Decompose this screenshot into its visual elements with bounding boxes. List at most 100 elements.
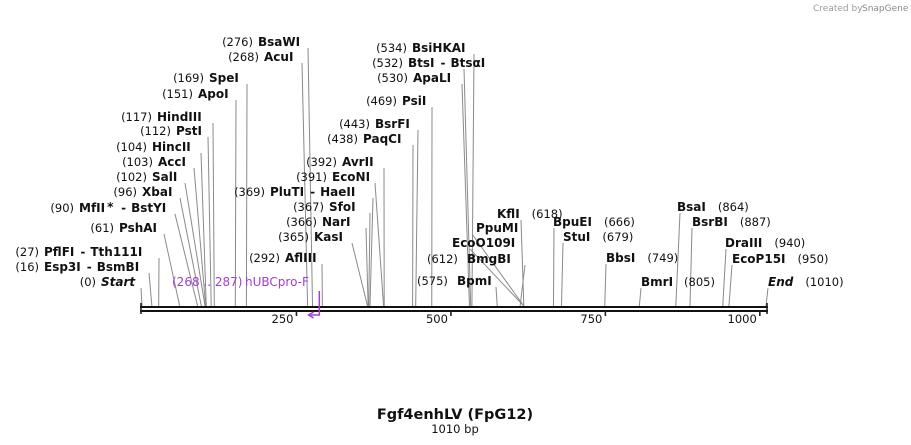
site-name: BpuEI	[553, 215, 592, 229]
site-kasi[interactable]: KasI (365)	[278, 230, 343, 244]
site-spei[interactable]: SpeI (169)	[173, 71, 239, 85]
site-avrii[interactable]: AvrII (392)	[306, 155, 373, 169]
leader-line-bpmi	[495, 286, 498, 307]
site-bsrfi[interactable]: BsrFI (443)	[339, 117, 410, 131]
site-apoi[interactable]: ApoI (151)	[162, 87, 229, 101]
site-bpmi[interactable]: BpmI (575)	[417, 274, 492, 288]
site-start[interactable]: Start (0)	[80, 275, 137, 289]
site-psti[interactable]: PstI (112)	[140, 124, 202, 138]
site-position: (534)	[376, 41, 407, 55]
site-psii[interactable]: PsiI (469)	[366, 94, 426, 108]
leader-line-btsi	[463, 68, 472, 307]
site-position: (369)	[234, 185, 265, 199]
site-btsi[interactable]: BtsI (532) - BtsαI	[372, 56, 485, 70]
leader-line-pshai	[163, 233, 181, 307]
site-ecop15i[interactable]: EcoP15I (950)	[732, 252, 828, 266]
site-position: (103)	[122, 155, 153, 169]
site-nari[interactable]: NarI (366)	[286, 215, 350, 229]
site-stui[interactable]: StuI (679)	[563, 230, 633, 244]
site-alt-name: HaeII	[320, 185, 355, 199]
site-name: BtsI	[408, 56, 435, 70]
site-position: (864)	[718, 200, 749, 214]
site-position: (666)	[604, 215, 635, 229]
site-name: BsaWI	[258, 35, 300, 49]
site-kfli[interactable]: KflI (618)	[497, 207, 563, 221]
leader-line-start	[140, 287, 143, 307]
site-name: BsrBI	[692, 215, 728, 229]
leader-line-apali	[461, 83, 470, 307]
site-hindiii[interactable]: HindIII (117)	[121, 110, 202, 124]
site-name: BsrFI	[375, 117, 410, 131]
site-name: StuI	[563, 230, 590, 244]
site-bsai[interactable]: BsaI (864)	[677, 200, 749, 214]
leader-line-bsihkai	[471, 53, 475, 307]
site-position: (0)	[80, 275, 96, 289]
leader-line-psti	[207, 136, 212, 307]
site-position: (276)	[222, 35, 253, 49]
isoschizomer-dash: -	[87, 260, 92, 274]
leader-line-sfoi	[368, 212, 371, 307]
site-bsihkai[interactable]: BsiHKAI (534)	[376, 41, 465, 55]
ruler-ticks: 250 500 750 1000	[140, 303, 768, 326]
site-name: BsaI	[677, 200, 706, 214]
site-name: EcoP15I	[732, 252, 786, 266]
site-mfii[interactable]: MfII (90) * - BstYI	[50, 200, 166, 215]
site-position: (61)	[90, 221, 114, 235]
leader-line-mfii	[174, 213, 199, 307]
site-afliii[interactable]: AflIII (292)	[249, 251, 317, 265]
site-bsrbi[interactable]: BsrBI (887)	[692, 215, 771, 229]
site-hincii[interactable]: HincII (104)	[116, 140, 191, 154]
isoschizomer-dash: -	[310, 185, 315, 199]
site-bbsi[interactable]: BbsI (749)	[606, 251, 678, 265]
site-esp3i[interactable]: Esp3I (16) - BsmBI	[15, 260, 139, 274]
site-name: AccI	[158, 155, 186, 169]
snapgene-logo: SnapGene	[862, 4, 909, 14]
site-pluti[interactable]: PluTI (369) - HaeII	[234, 185, 355, 199]
site-position: (612)	[427, 252, 458, 266]
site-acui[interactable]: AcuI (268)	[228, 50, 293, 64]
leader-line-hincii	[200, 152, 207, 307]
site-position: (575)	[417, 274, 448, 288]
site-bmgbi[interactable]: BmgBI (612)	[427, 252, 511, 266]
site-name: PsiI	[402, 94, 426, 108]
site-pflfi[interactable]: PflFI (27) - Tth111I	[15, 245, 142, 259]
site-position: (532)	[372, 56, 403, 70]
leader-line-bbsi	[604, 263, 607, 307]
leader-line-ecoo109i	[469, 248, 525, 307]
leader-line-nari	[365, 227, 369, 307]
leader-line-xbai	[179, 197, 202, 307]
site-name: XbaI	[142, 185, 172, 199]
site-position: (151)	[162, 87, 193, 101]
feature-label[interactable]: hUBCpro-F	[245, 275, 309, 289]
site-sfoi[interactable]: SfoI (367)	[293, 200, 356, 214]
site-paqci[interactable]: PaqCI (438)	[327, 132, 401, 146]
site-bsawi[interactable]: BsaWI (276)	[222, 35, 300, 49]
site-name: KflI	[497, 207, 520, 221]
site-xbai[interactable]: XbaI (96)	[113, 185, 172, 199]
site-bmri[interactable]: BmrI (805)	[641, 275, 715, 289]
site-acci[interactable]: AccI (103)	[122, 155, 186, 169]
site-end[interactable]: End (1010)	[768, 275, 844, 289]
site-econi[interactable]: EcoNI (391)	[296, 170, 370, 184]
site-position: (104)	[116, 140, 147, 154]
site-name: SpeI	[209, 71, 239, 85]
site-ppumi[interactable]: PpuMI	[476, 221, 518, 235]
site-bpuei[interactable]: BpuEI (666)	[553, 215, 635, 229]
site-draiii[interactable]: DraIII (940)	[725, 236, 805, 250]
site-ecoo109i[interactable]: EcoO109I	[452, 236, 515, 250]
site-apali[interactable]: ApaLI (530)	[377, 71, 451, 85]
site-position: (749)	[647, 251, 678, 265]
site-name: PflFI	[44, 245, 74, 259]
site-alt-name: BsmBI	[97, 260, 139, 274]
site-name: Start	[101, 275, 136, 289]
leader-line-ppumi	[471, 233, 525, 307]
site-sali[interactable]: SalI (102)	[116, 170, 177, 184]
site-labels: BsaWI (276) AcuI (268) SpeI (169) ApoI (151) Hin…	[15, 35, 843, 289]
site-name: BmrI	[641, 275, 673, 289]
site-name: PpuMI	[476, 221, 518, 235]
site-position: (367)	[293, 200, 324, 214]
feature-arrow[interactable]	[310, 291, 321, 316]
site-name: AvrII	[342, 155, 374, 169]
site-pshai[interactable]: PshAI (61)	[90, 221, 157, 235]
site-name: BmgBI	[467, 252, 511, 266]
